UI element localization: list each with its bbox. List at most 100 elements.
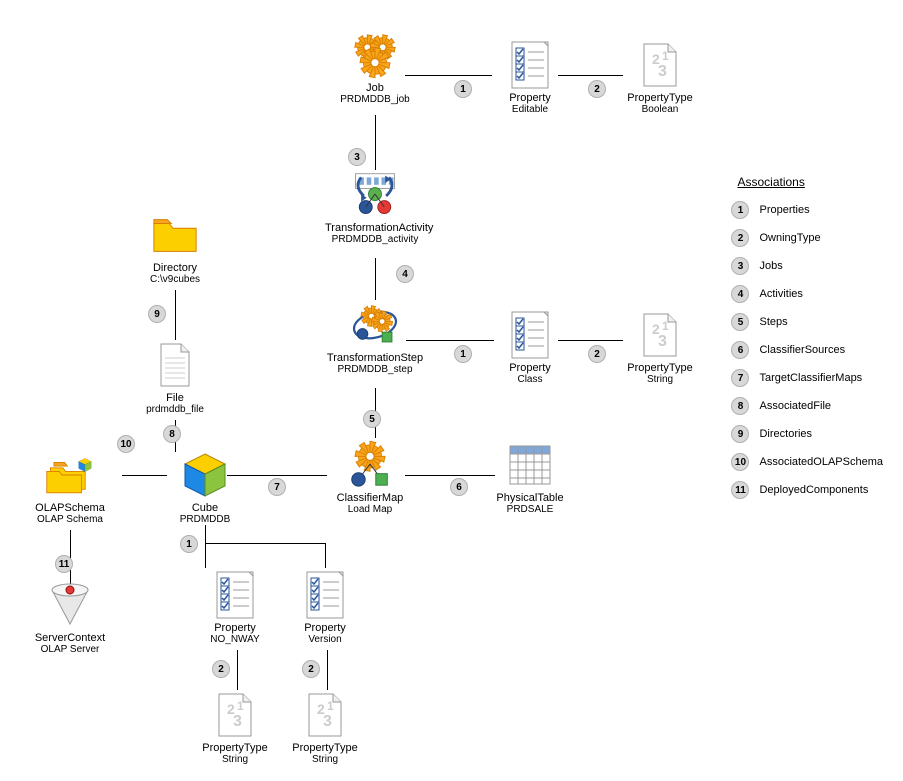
assoc-badge: 6 <box>450 478 468 496</box>
legend-row: 3 Jobs <box>731 257 883 275</box>
node-job: Job PRDMDDB_job <box>325 30 425 105</box>
node-ptString3: 2 1 3 PropertyType String <box>275 690 375 765</box>
assoc-badge: 5 <box>363 410 381 428</box>
assoc-badge: 2 <box>212 660 230 678</box>
node-subtitle: Boolean <box>610 104 710 115</box>
node-title: PropertyType <box>275 742 375 754</box>
legend-row: 1 Properties <box>731 201 883 219</box>
legend-num: 2 <box>731 229 749 247</box>
legend-label: Properties <box>759 204 809 216</box>
node-title: OLAPSchema <box>20 502 120 514</box>
legend-row: 11 DeployedComponents <box>731 481 883 499</box>
node-title: Property <box>480 92 580 104</box>
serverpin-icon <box>45 580 95 630</box>
assoc-badge: 7 <box>268 478 286 496</box>
legend: Associations 1 Properties 2 OwningType 3… <box>731 175 883 509</box>
node-title: ServerContext <box>20 632 120 644</box>
node-subtitle: PRDMDDB <box>155 514 255 525</box>
node-subtitle: PRDSALE <box>480 504 580 515</box>
node-transAct: TransformationActivity PRDMDDB_activity <box>325 170 425 245</box>
legend-row: 4 Activities <box>731 285 883 303</box>
legend-row: 2 OwningType <box>731 229 883 247</box>
checklist-icon <box>505 40 555 90</box>
edge <box>205 543 325 544</box>
node-title: Property <box>185 622 285 634</box>
legend-label: Jobs <box>759 260 782 272</box>
legend-num: 5 <box>731 313 749 331</box>
edge <box>205 525 206 568</box>
edge <box>375 258 376 300</box>
assoc-badge: 2 <box>588 80 606 98</box>
node-title: Property <box>275 622 375 634</box>
node-subtitle: Version <box>275 634 375 645</box>
node-directory: Directory C:\v9cubes <box>125 210 225 285</box>
legend-num: 3 <box>731 257 749 275</box>
node-title: PropertyType <box>610 92 710 104</box>
assoc-badge: 4 <box>396 265 414 283</box>
olapfolder-icon <box>45 450 95 500</box>
node-propEditable: Property Editable <box>480 40 580 115</box>
assoc-badge: 1 <box>454 345 472 363</box>
assoc-badge: 2 <box>302 660 320 678</box>
gears-icon <box>350 30 400 80</box>
node-subtitle: Load Map <box>320 504 420 515</box>
assoc-badge: 9 <box>148 305 166 323</box>
legend-label: Activities <box>759 288 802 300</box>
node-physTable: PhysicalTable PRDSALE <box>480 440 580 515</box>
node-title: PropertyType <box>610 362 710 374</box>
edge <box>325 543 326 568</box>
edge <box>327 650 328 690</box>
doc213-icon: 2 1 3 <box>635 40 685 90</box>
node-subtitle: OLAP Schema <box>20 514 120 525</box>
node-subtitle: prdmddb_file <box>125 404 225 415</box>
doc213-icon: 2 1 3 <box>300 690 350 740</box>
cube-icon <box>180 450 230 500</box>
svg-text:1: 1 <box>237 699 244 713</box>
node-title: PhysicalTable <box>480 492 580 504</box>
svg-text:1: 1 <box>327 699 334 713</box>
gridballs-icon <box>350 170 400 220</box>
edge <box>375 115 376 170</box>
svg-text:1: 1 <box>662 319 669 333</box>
node-subtitle: NO_NWAY <box>185 634 285 645</box>
node-subtitle: String <box>610 374 710 385</box>
doc213-icon: 2 1 3 <box>635 310 685 360</box>
node-title: File <box>125 392 225 404</box>
legend-heading: Associations <box>737 175 883 189</box>
node-title: Job <box>325 82 425 94</box>
node-title: TransformationActivity <box>325 222 425 234</box>
assoc-badge: 3 <box>348 148 366 166</box>
legend-num: 1 <box>731 201 749 219</box>
node-ptString1: 2 1 3 PropertyType String <box>610 310 710 385</box>
node-title: PropertyType <box>185 742 285 754</box>
svg-text:3: 3 <box>323 713 332 730</box>
node-subtitle: PRDMDDB_step <box>325 364 425 375</box>
node-subtitle: Class <box>480 374 580 385</box>
legend-label: Directories <box>759 428 812 440</box>
node-server: ServerContext OLAP Server <box>20 580 120 655</box>
legend-row: 6 ClassifierSources <box>731 341 883 359</box>
checklist-icon <box>505 310 555 360</box>
legend-row: 5 Steps <box>731 313 883 331</box>
doc213-icon: 2 1 3 <box>210 690 260 740</box>
node-propVersion: Property Version <box>275 570 375 645</box>
edge <box>237 650 238 690</box>
gearballs-icon <box>345 440 395 490</box>
node-title: Cube <box>155 502 255 514</box>
folder-icon <box>150 210 200 260</box>
legend-num: 10 <box>731 453 749 471</box>
edge <box>175 290 176 340</box>
legend-label: TargetClassifierMaps <box>759 372 862 384</box>
checklist-icon <box>300 570 350 620</box>
node-title: Property <box>480 362 580 374</box>
svg-text:3: 3 <box>658 333 667 350</box>
legend-row: 9 Directories <box>731 425 883 443</box>
svg-text:1: 1 <box>662 49 669 63</box>
assoc-badge: 1 <box>454 80 472 98</box>
legend-label: AssociatedFile <box>759 400 831 412</box>
assoc-badge: 11 <box>55 555 73 573</box>
node-cube: Cube PRDMDDB <box>155 450 255 525</box>
legend-label: OwningType <box>759 232 820 244</box>
svg-text:3: 3 <box>233 713 242 730</box>
node-subtitle: Editable <box>480 104 580 115</box>
